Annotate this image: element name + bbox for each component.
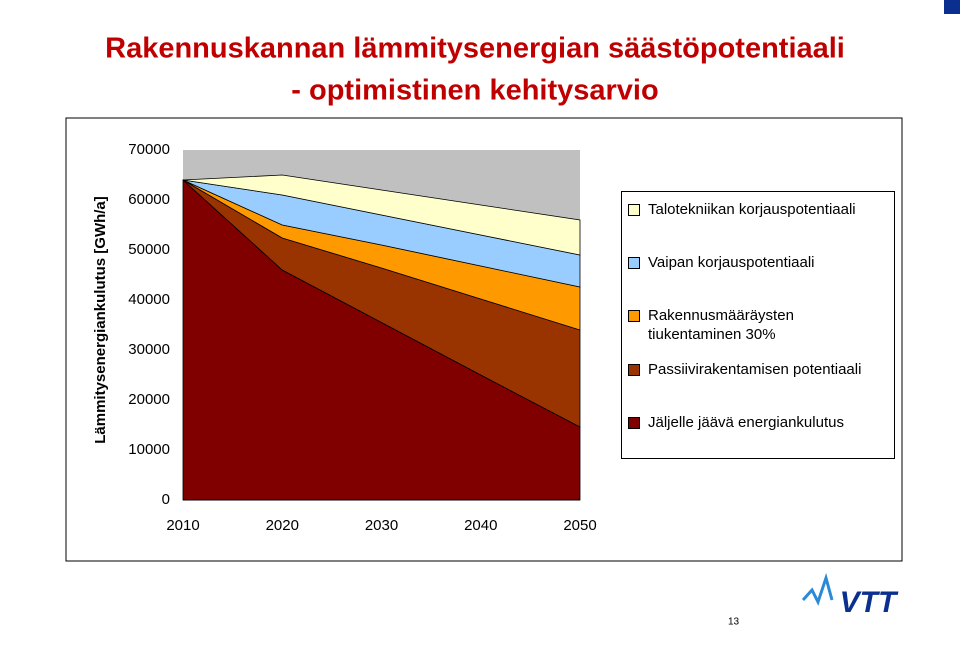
legend-label: Vaipan korjauspotentiaali — [648, 254, 815, 271]
y-tick-label: 30000 — [128, 341, 170, 358]
corner-decoration — [944, 0, 960, 14]
legend-item: Jäljelle jäävä energiankulutus — [628, 413, 844, 432]
legend-label: Rakennusmääräysten tiukentaminen 30% — [648, 307, 794, 343]
page-number: 13 — [728, 617, 740, 628]
y-tick-label: 10000 — [128, 441, 170, 458]
y-tick-label: 60000 — [128, 191, 170, 208]
legend-item: Rakennusmääräysten tiukentaminen 30% — [628, 306, 828, 344]
area — [182, 174, 581, 256]
x-tick-label: 2040 — [464, 517, 497, 534]
legend-swatch — [628, 310, 640, 322]
legend: Talotekniikan korjauspotentiaali Vaipan k… — [621, 191, 895, 459]
legend-label: Passiivirakentamisen potentiaali — [648, 361, 862, 378]
chart-frame — [65, 117, 903, 562]
logo-wave — [801, 572, 834, 606]
legend-swatch — [628, 364, 640, 376]
legend-swatch — [628, 257, 640, 269]
legend-label: Jäljelle jäävä energiankulutus — [648, 414, 844, 431]
x-tick-label: 2020 — [266, 517, 299, 534]
x-tick-label: 2010 — [166, 517, 199, 534]
x-tick-label: 2050 — [563, 517, 596, 534]
y-tick-label: 20000 — [128, 391, 170, 408]
y-tick-label: 50000 — [128, 241, 170, 258]
legend-item: Vaipan korjauspotentiaali — [628, 253, 815, 272]
x-tick-label: 2030 — [365, 517, 398, 534]
y-tick-label: 0 — [162, 491, 170, 508]
y-axis-label: Lämmitysenergiankulutus [GWh/a] — [92, 196, 109, 444]
title-line: Rakennuskannan lämmitysenergian säästöpo… — [105, 33, 845, 65]
legend-label: Talotekniikan korjauspotentiaali — [648, 201, 856, 218]
title-line: - optimistinen kehitysarvio — [291, 75, 658, 107]
legend-swatch — [628, 204, 640, 216]
logo: VTT — [801, 572, 899, 619]
legend-swatch — [628, 417, 640, 429]
legend-item: Passiivirakentamisen potentiaali — [628, 360, 861, 379]
logo-text: VTT — [840, 586, 899, 619]
y-tick-label: 40000 — [128, 291, 170, 308]
legend-item: Talotekniikan korjauspotentiaali — [628, 200, 856, 219]
y-tick-label: 70000 — [128, 141, 170, 158]
